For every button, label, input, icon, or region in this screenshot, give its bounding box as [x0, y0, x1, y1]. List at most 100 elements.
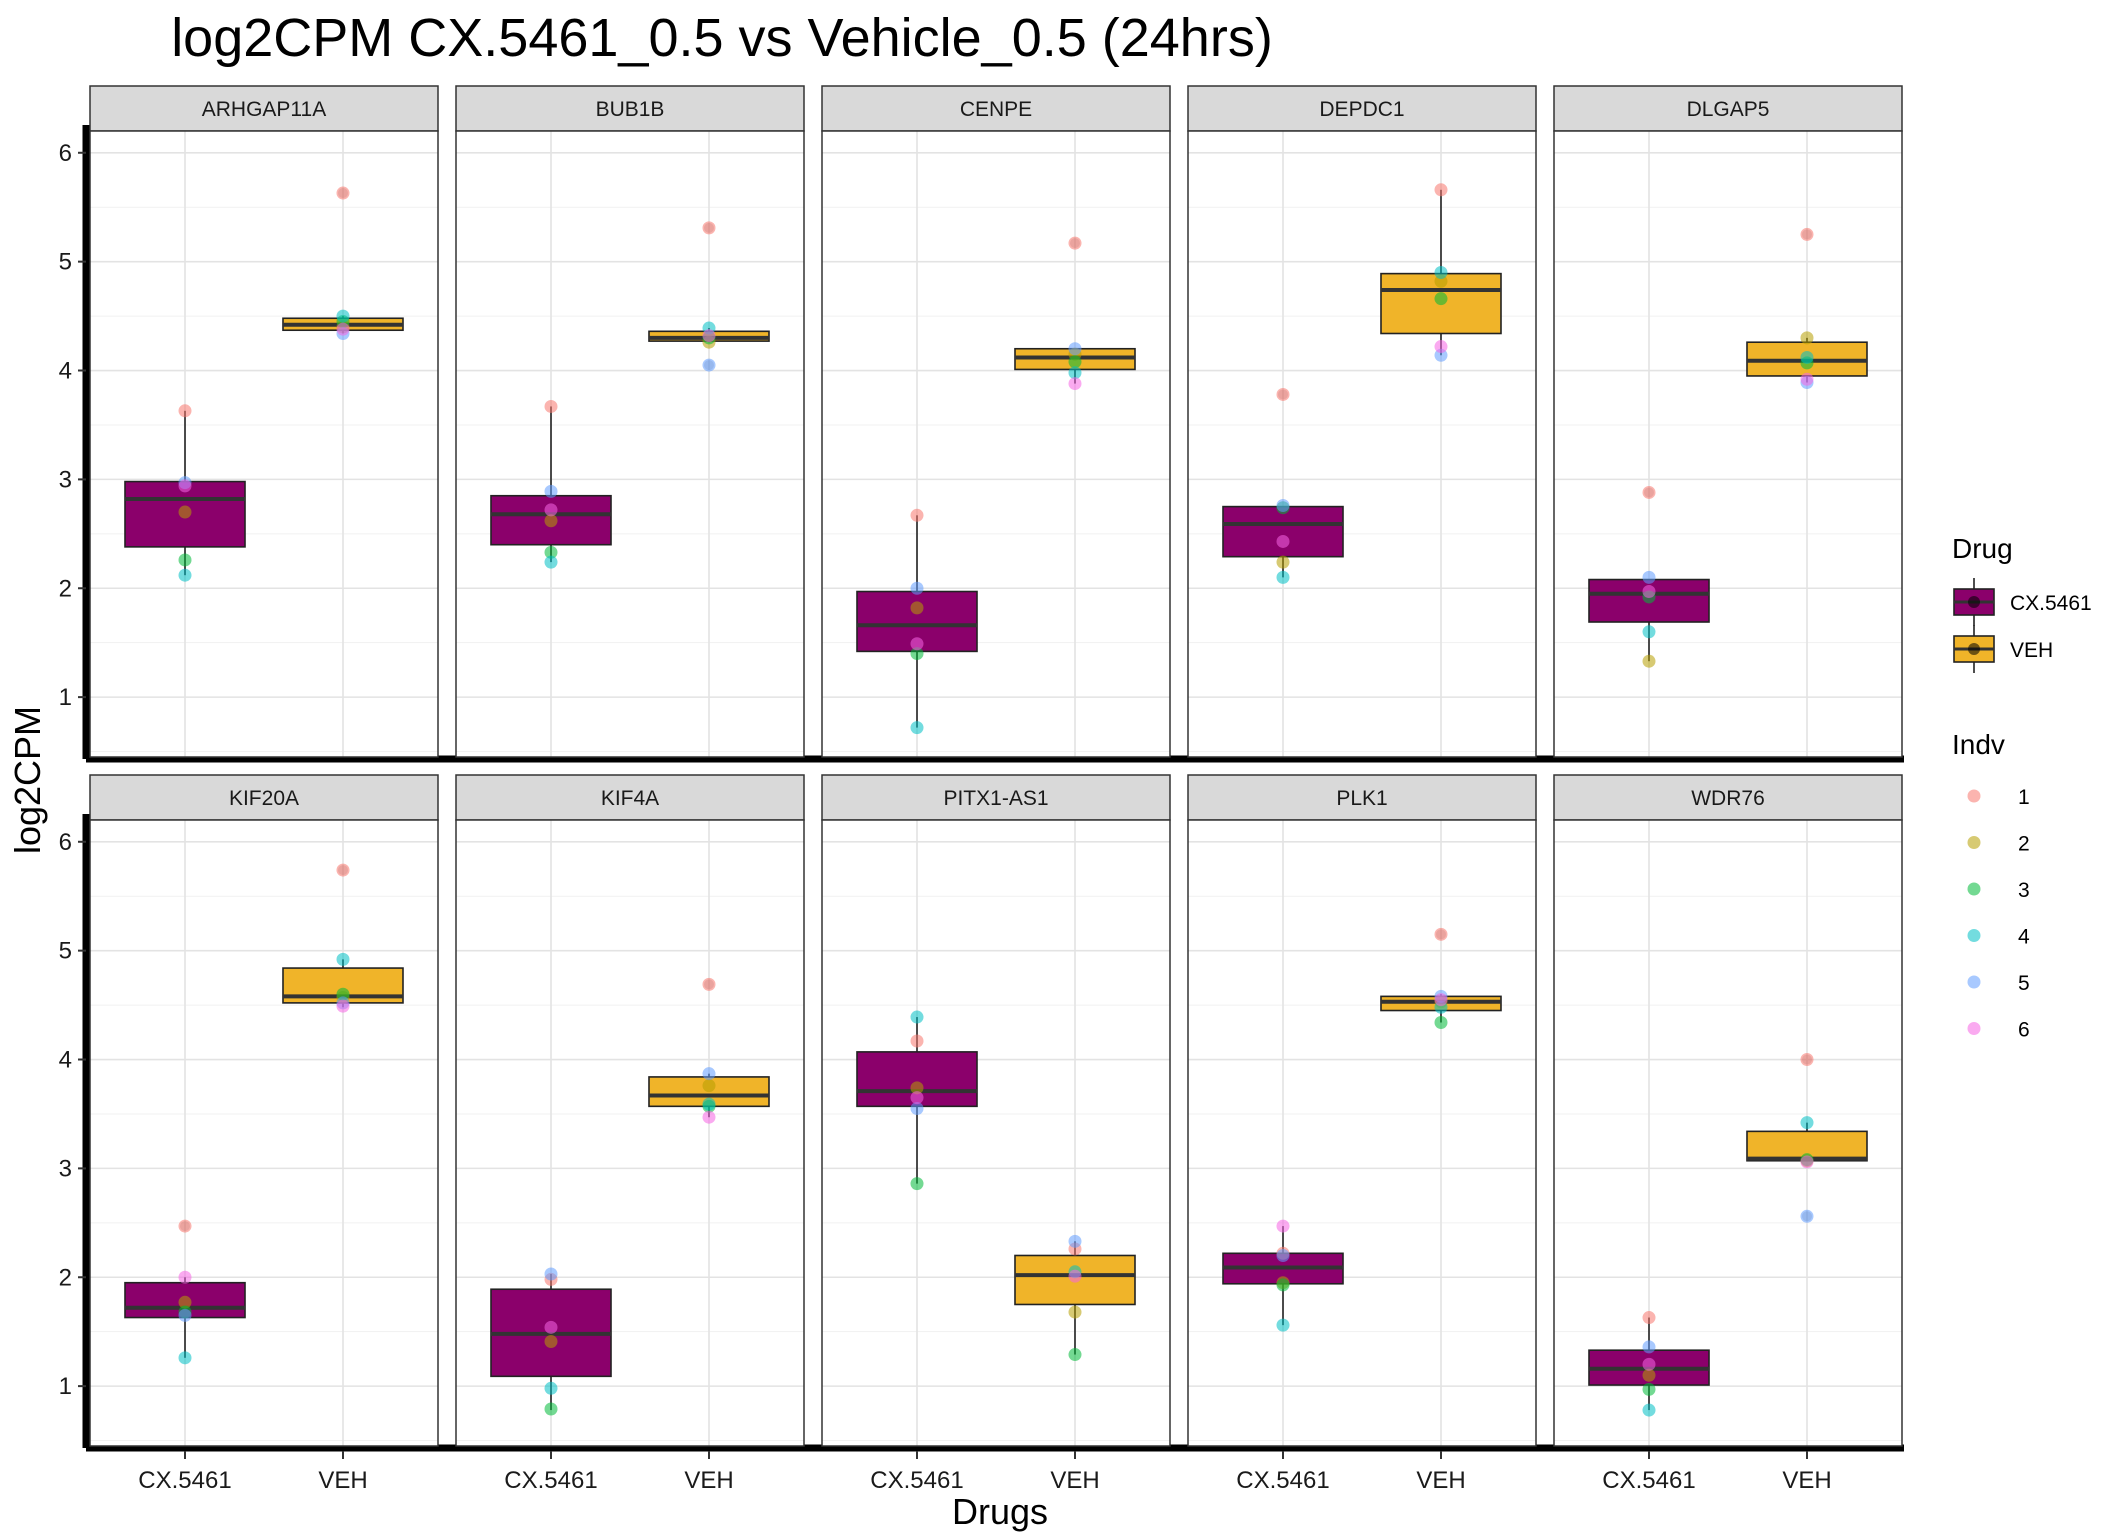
legend-title-indv: Indv [1952, 729, 2005, 760]
facet-strip [1187, 85, 1537, 132]
y-tick-label: 4 [59, 1047, 72, 1074]
facet-strip [455, 774, 805, 821]
data-point-indv-1 [1642, 1311, 1656, 1325]
panel-border [455, 130, 805, 758]
data-point-indv-4 [336, 309, 350, 323]
data-point-indv-1 [702, 221, 716, 235]
panel-border [821, 130, 1171, 758]
data-point-indv-1 [1800, 227, 1814, 241]
data-point-indv-4 [1642, 1403, 1656, 1417]
x-tick-label: CX.5461 [504, 1467, 597, 1494]
y-axis-title: log2CPM [7, 706, 48, 854]
box-veh [1014, 236, 1136, 391]
y-tick-label: 4 [59, 358, 72, 385]
data-point-indv-1 [1276, 387, 1290, 401]
data-point-indv-2 [544, 1334, 558, 1348]
data-point-indv-6 [336, 999, 350, 1013]
data-point-indv-1 [1434, 927, 1448, 941]
facet-strip-label: KIF20A [229, 787, 299, 810]
y-tick-label: 6 [59, 829, 72, 856]
box-veh [648, 977, 770, 1124]
legend-label-indv-5: 5 [2018, 972, 2030, 995]
panel-border [89, 819, 439, 1447]
panel-wdr76: WDR76 CX.5461 VEH [1553, 774, 1903, 1494]
data-point-indv-3 [1068, 1348, 1082, 1362]
data-point-indv-6 [1434, 340, 1448, 354]
data-point-indv-5 [544, 1267, 558, 1281]
data-point-indv-6 [1068, 377, 1082, 391]
data-point-indv-4 [1642, 625, 1656, 639]
facet-strip-label: KIF4A [601, 787, 659, 810]
legend-key-veh [1953, 625, 1995, 673]
data-point-indv-4 [336, 952, 350, 966]
data-point-indv-5 [1068, 342, 1082, 356]
box-cx-5461 [124, 1219, 246, 1365]
data-point-indv-4 [178, 1351, 192, 1365]
data-point-indv-6 [178, 479, 192, 493]
data-point-indv-1 [702, 977, 716, 991]
data-point-indv-4 [1068, 366, 1082, 380]
data-point-indv-4 [544, 555, 558, 569]
data-point-indv-5 [178, 1308, 192, 1322]
data-point-indv-4 [178, 568, 192, 582]
box-veh [1014, 1234, 1136, 1362]
panel-background [1554, 131, 1902, 757]
data-point-indv-3 [910, 647, 924, 661]
data-point-indv-1 [1642, 485, 1656, 499]
data-point-indv-6 [1800, 1155, 1814, 1169]
facet-strip-label: ARHGAP11A [202, 98, 327, 121]
legend-point [1968, 643, 1980, 655]
data-point-indv-2 [910, 601, 924, 615]
data-point-indv-2 [1068, 1305, 1082, 1319]
data-point-indv-1 [178, 1219, 192, 1233]
data-point-indv-5 [544, 484, 558, 498]
data-point-indv-4 [910, 1010, 924, 1024]
panel-dlgap5: DLGAP5 [1553, 85, 1903, 758]
legend-key-cx-5461 [1953, 578, 1995, 626]
panel-cenpe: CENPE [821, 85, 1171, 758]
panel-border [1187, 819, 1537, 1447]
data-point-indv-5 [702, 1067, 716, 1081]
facet-strip [89, 774, 439, 821]
data-point-indv-4 [910, 721, 924, 735]
legend-dot-indv-5 [1967, 975, 1981, 989]
data-point-indv-6 [702, 329, 716, 343]
box-cx-5461 [124, 404, 246, 582]
data-point-indv-2 [1276, 555, 1290, 569]
facet-strip [455, 85, 805, 132]
data-point-indv-3 [910, 1177, 924, 1191]
data-point-indv-6 [1068, 1269, 1082, 1283]
panel-border [1553, 130, 1903, 758]
data-point-indv-6 [336, 322, 350, 336]
y-tick-label: 1 [59, 684, 72, 711]
box-cx-5461 [1222, 387, 1344, 584]
panel-border [1187, 130, 1537, 758]
panel-background [822, 131, 1170, 757]
legend-label-indv-1: 1 [2018, 786, 2030, 809]
panel-plk1: PLK1 CX.5461 VEH [1187, 774, 1537, 1494]
panel-background [456, 131, 804, 757]
x-tick-label: VEH [1050, 1467, 1099, 1494]
legend-title-drug: Drug [1952, 533, 2013, 564]
y-tick-label: 5 [59, 938, 72, 965]
panel-depdc1: DEPDC1 [1187, 85, 1537, 758]
legend-dot-indv-6 [1967, 1022, 1981, 1035]
x-tick-label: VEH [684, 1467, 733, 1494]
legend-dot-indv-4 [1967, 929, 1981, 942]
y-tick-label: 1 [59, 1373, 72, 1400]
data-point-indv-3 [544, 1402, 558, 1416]
facet-strip [1553, 774, 1903, 821]
facet-strip-label: PLK1 [1336, 787, 1387, 810]
data-point-indv-4 [1276, 1318, 1290, 1332]
legend-label-indv-6: 6 [2018, 1019, 2030, 1042]
box-veh [1380, 927, 1502, 1029]
x-tick-label: CX.5461 [138, 1467, 231, 1494]
data-point-indv-1 [544, 399, 558, 413]
data-point-indv-6 [910, 1091, 924, 1105]
data-point-indv-5 [1276, 499, 1290, 513]
panel-kif20a: KIF20A CX.5461 VEH [89, 774, 439, 1494]
data-point-indv-5 [910, 581, 924, 595]
panel-background [1188, 131, 1536, 757]
facet-strip-label: PITX1-AS1 [943, 787, 1048, 810]
